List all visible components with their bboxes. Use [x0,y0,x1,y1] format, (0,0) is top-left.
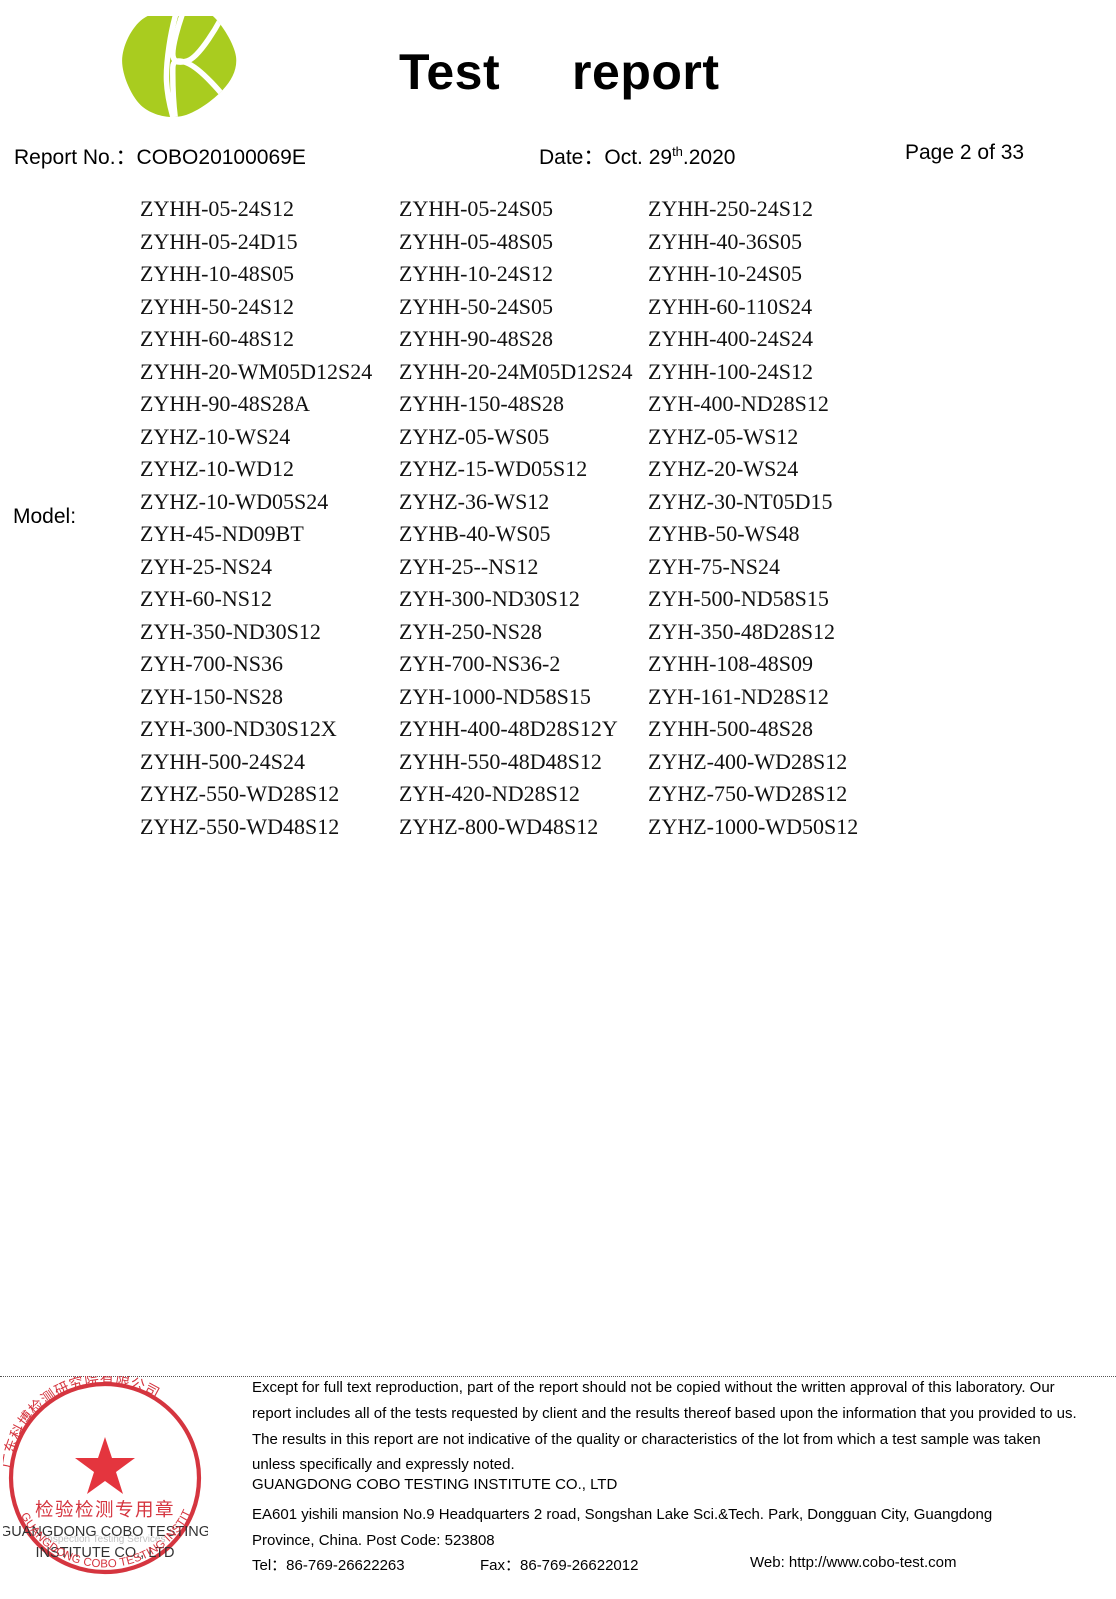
svg-text:广东科博检测研究院有限公司: 广东科博检测研究院有限公司 [3,1376,164,1470]
svg-text:检验检测专用章: 检验检测专用章 [35,1496,175,1522]
